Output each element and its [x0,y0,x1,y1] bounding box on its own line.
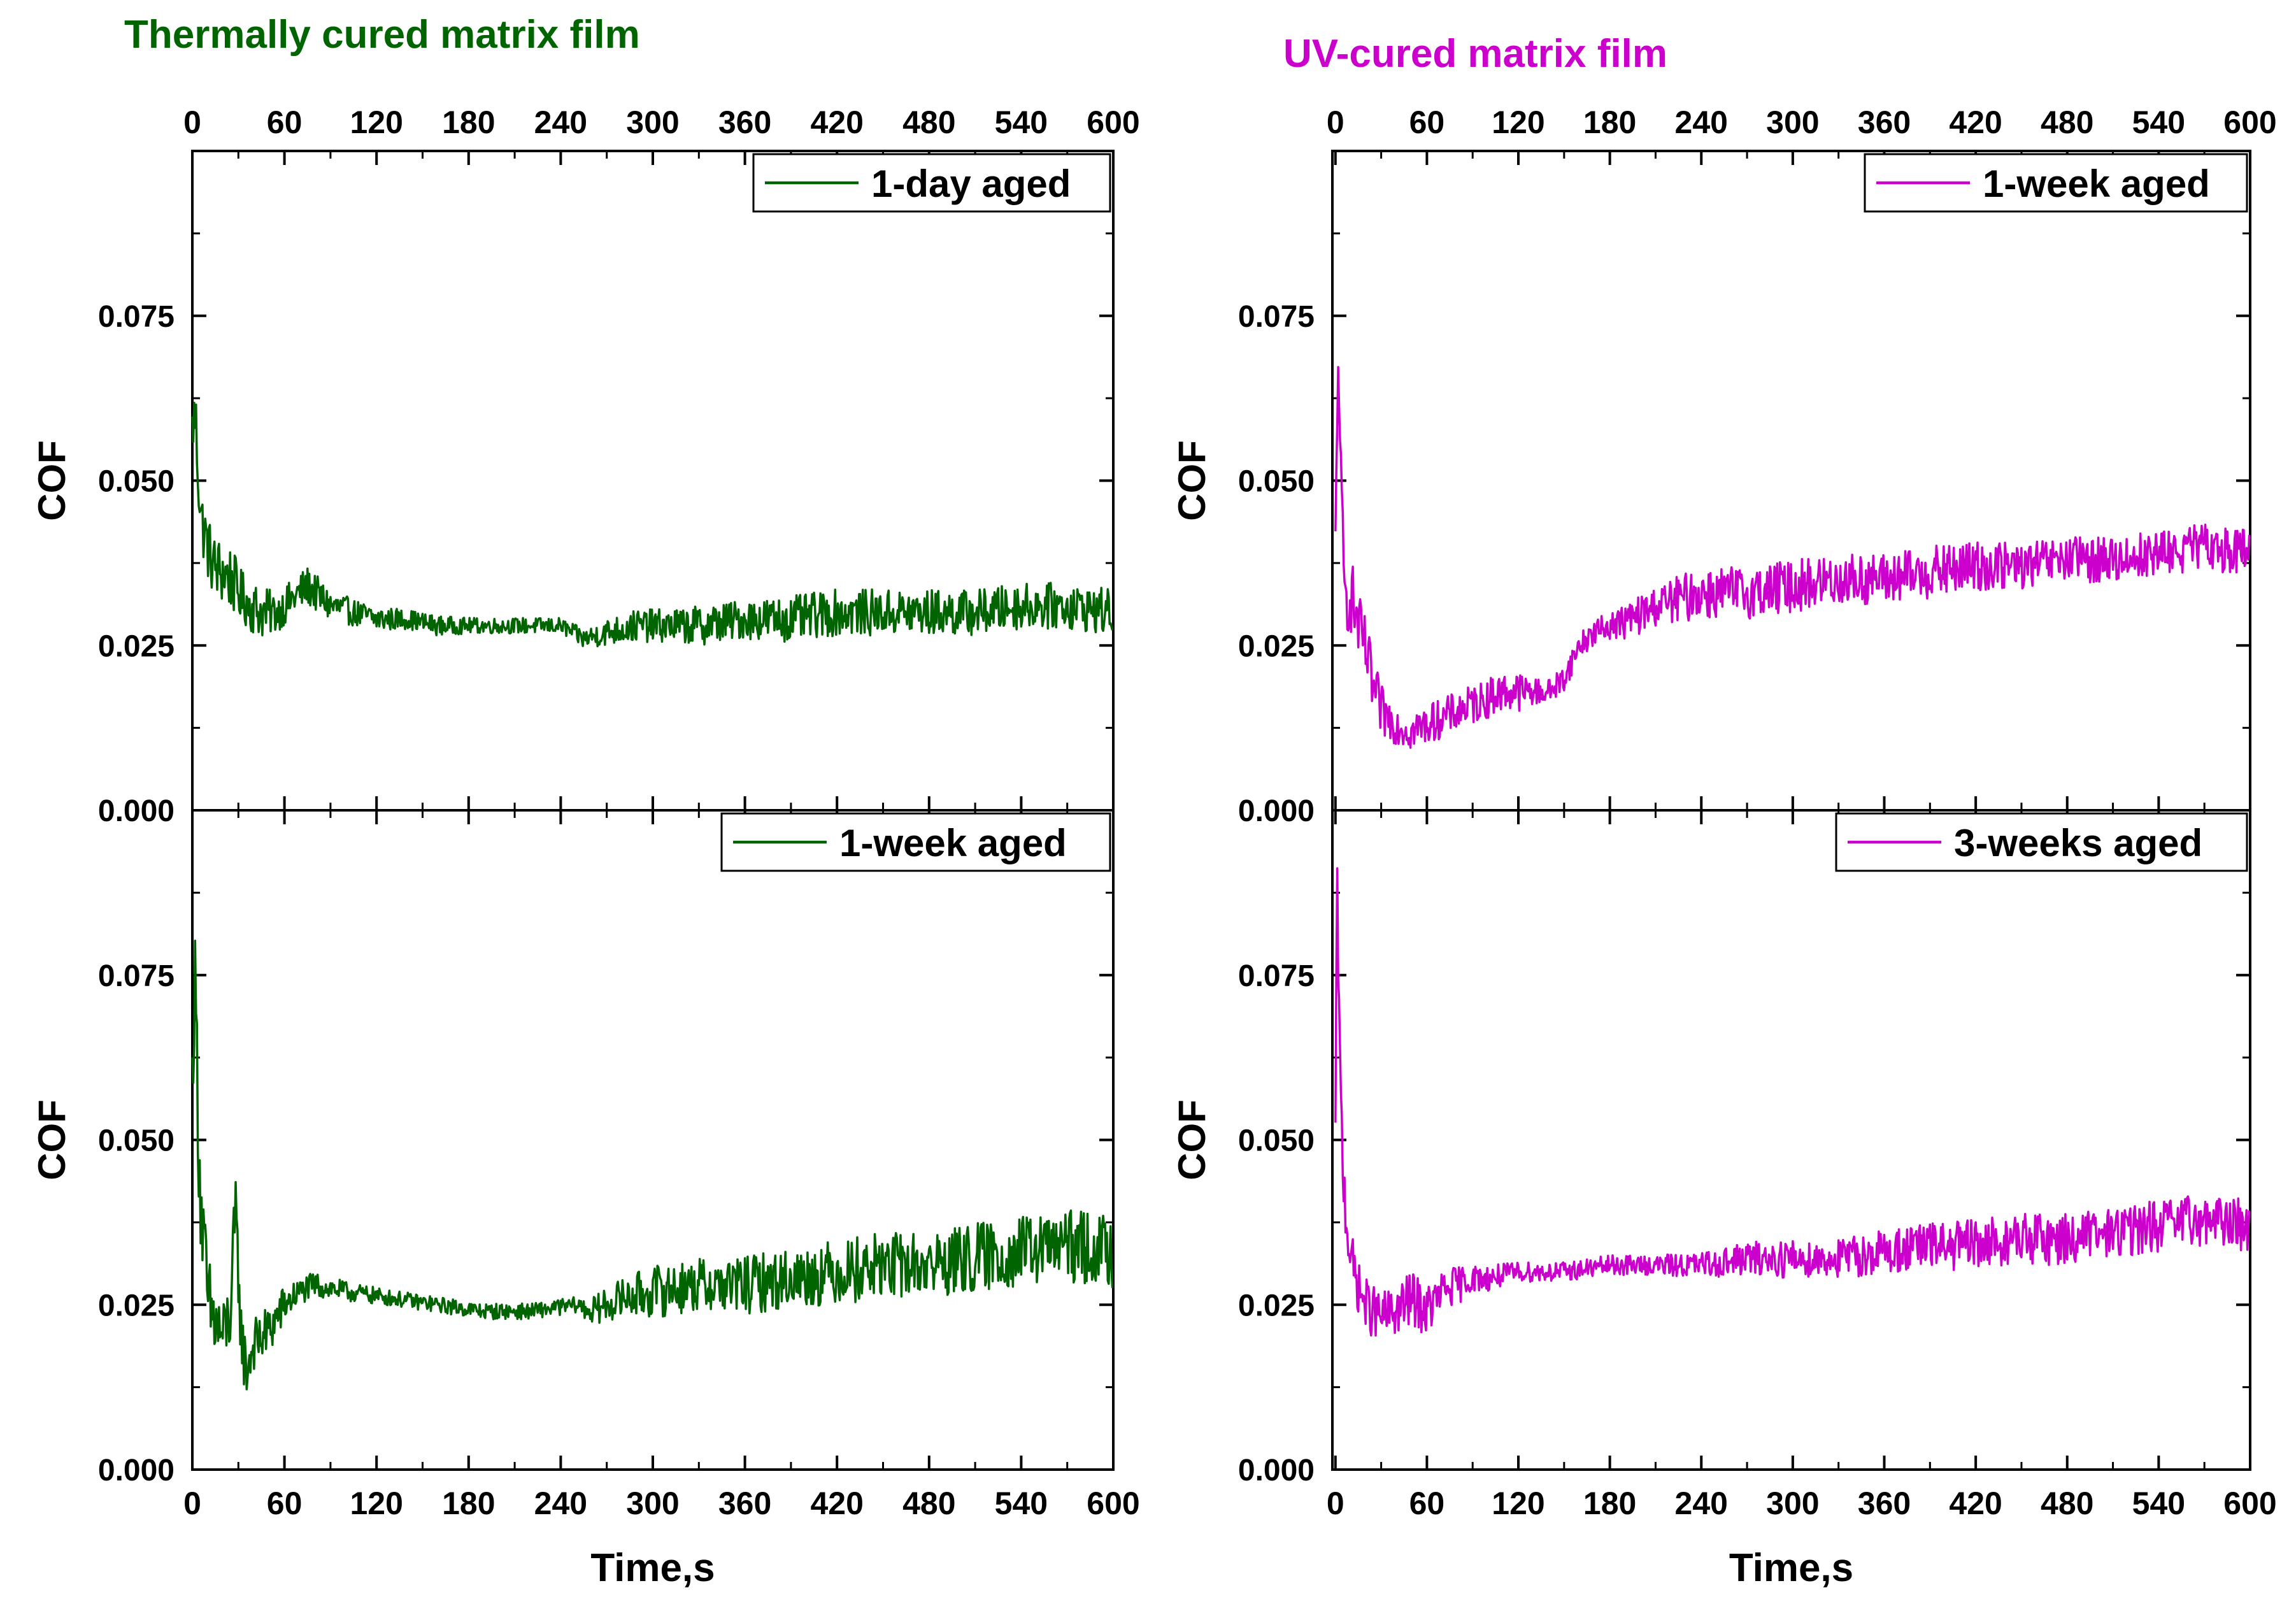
x-tick-label: 0 [1327,1486,1344,1521]
y-tick-label: 0.000 [98,794,175,828]
x-tick-label: 600 [2223,1486,2276,1521]
legend: 1-week aged [720,812,1111,872]
y-axis-label: COF [1171,1099,1213,1180]
x-tick-label: 540 [995,1486,1048,1521]
right-figure-title: UV-cured matrix film [1283,32,1667,76]
x-tick-label: 0 [1327,104,1344,140]
x-tick-label: 240 [534,1486,587,1521]
x-tick-label: 360 [718,104,771,140]
x-tick-label: 0 [183,1486,201,1521]
chart-thermal-1-day: 0 60 120 180 240 300 360 420 480 540 600 0.000 0.025… [31,104,1140,828]
y-tick-label: 0.075 [1238,959,1315,993]
x-tick-label: 420 [1949,104,2002,140]
x-tick-label: 600 [2223,104,2276,140]
x-tick-label: 60 [1409,1486,1445,1521]
legend-label: 1-week aged [1983,162,2210,205]
y-tick-label: 0.050 [1238,465,1315,499]
plot-frame [1331,809,2251,1471]
x-tick-label: 300 [1766,104,1819,140]
legend-label: 1-day aged [871,162,1071,205]
x-axis-label: Time,s [590,1546,715,1590]
series-line [1334,366,2251,749]
chart-thermal-1-week: 0 60 120 180 240 300 360 420 480 540 600 0.000 0.025… [31,809,1140,1590]
y-tick-label: 0.000 [1238,794,1315,828]
x-tick-label: 240 [1675,1486,1728,1521]
x-tick-label: 120 [350,1486,403,1521]
x-tick-label: 120 [350,104,403,140]
y-tick-label: 0.075 [98,300,175,334]
x-tick-label: 600 [1087,1486,1139,1521]
x-tick-label: 120 [1492,1486,1544,1521]
y-tick-label: 0.075 [1238,300,1315,334]
y-axis-label: COF [1171,440,1213,521]
y-tick-label: 0.050 [98,1124,175,1158]
x-tick-label: 300 [626,104,679,140]
y-tick-label: 0.000 [98,1454,175,1487]
x-tick-label: 420 [1949,1486,2002,1521]
x-tick-label: 360 [1858,104,1911,140]
left-figure-title: Thermally cured matrix film [124,13,640,57]
y-tick-label: 0.025 [98,1289,175,1322]
y-axis-label: COF [31,1099,73,1180]
y-tick-label: 0.025 [98,629,175,663]
x-tick-label: 600 [1087,104,1139,140]
legend: 1-week aged [1864,153,2248,213]
x-tick-label: 60 [267,1486,303,1521]
x-tick-label: 180 [442,104,495,140]
y-tick-label: 0.050 [1238,1124,1315,1158]
plot-frame [191,150,1115,812]
x-tick-label: 540 [2132,104,2185,140]
series-line [191,939,1114,1391]
y-axis-label: COF [31,440,73,521]
legend: 1-day aged [752,153,1111,213]
x-tick-label: 180 [442,1486,495,1521]
x-tick-label: 180 [1583,104,1636,140]
y-tick-label: 0.025 [1238,629,1315,663]
x-tick-label: 480 [2041,1486,2093,1521]
legend-label: 1-week aged [839,822,1067,864]
x-tick-label: 480 [902,104,955,140]
x-tick-label: 420 [810,1486,863,1521]
legend: 3-weeks aged [1835,812,2248,872]
x-tick-label: 300 [626,1486,679,1521]
y-tick-label: 0.075 [98,959,175,993]
x-tick-label: 540 [2132,1486,2185,1521]
chart-uv-1-week: 0 60 120 180 240 300 360 420 480 540 600 0.000 0.025… [1171,104,2277,828]
legend-label: 3-weeks aged [1954,822,2202,864]
x-tick-label: 480 [2041,104,2093,140]
x-tick-label: 240 [1675,104,1728,140]
series-line [1334,867,2251,1337]
x-tick-label: 540 [995,104,1048,140]
x-tick-label: 180 [1583,1486,1636,1521]
x-tick-label: 240 [534,104,587,140]
y-tick-label: 0.000 [1238,1454,1315,1487]
chart-uv-3-weeks: 0 60 120 180 240 300 360 420 480 540 600 0.000 0.025… [1171,809,2277,1590]
y-tick-label: 0.025 [1238,1289,1315,1322]
x-tick-label: 120 [1492,104,1544,140]
plot-frame [1331,150,2251,812]
plot-frame [191,809,1115,1471]
y-tick-label: 0.050 [98,465,175,499]
x-tick-label: 420 [810,104,863,140]
x-tick-label: 0 [183,104,201,140]
x-tick-label: 480 [902,1486,955,1521]
x-tick-label: 300 [1766,1486,1819,1521]
x-tick-label: 60 [1409,104,1445,140]
x-tick-label: 360 [718,1486,771,1521]
x-tick-label: 60 [267,104,303,140]
x-axis-label: Time,s [1729,1546,1853,1590]
x-tick-label: 360 [1858,1486,1911,1521]
series-line [191,401,1114,648]
